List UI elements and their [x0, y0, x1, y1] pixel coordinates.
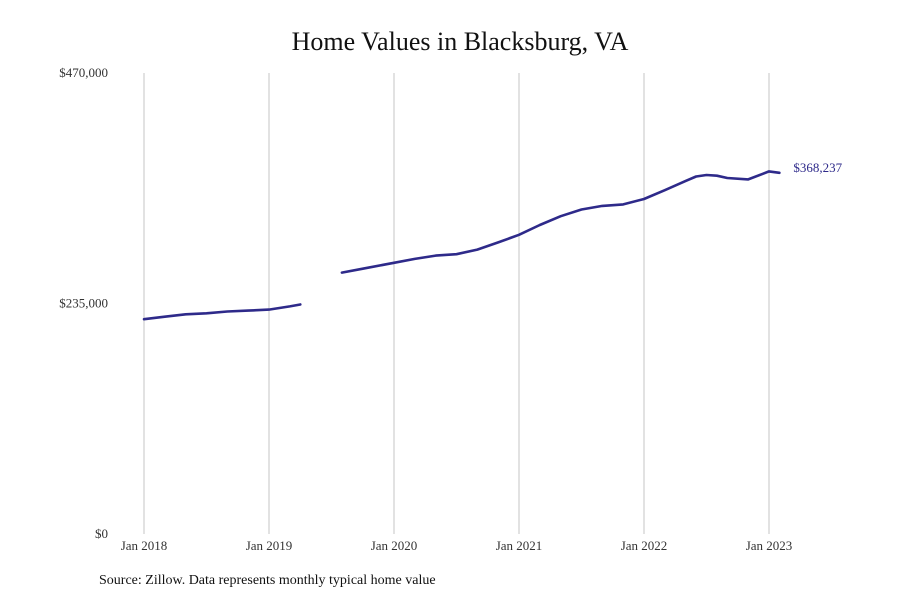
x-tick-label: Jan 2020	[371, 538, 418, 553]
y-tick-label: $470,000	[59, 65, 108, 80]
x-tick-label: Jan 2021	[496, 538, 543, 553]
last-value-label: $368,237	[793, 160, 842, 175]
series-lines	[142, 170, 781, 321]
source-note: Source: Zillow. Data represents monthly …	[99, 573, 436, 588]
y-tick-label: $0	[95, 526, 108, 541]
chart-title: Home Values in Blacksburg, VA	[291, 27, 629, 56]
x-tick-label: Jan 2019	[246, 538, 293, 553]
y-axis-tick-labels: $0 $235,000 $470,000	[59, 65, 108, 541]
gridlines	[143, 73, 770, 534]
x-tick-label: Jan 2018	[121, 538, 168, 553]
series-line-segment-1	[142, 303, 302, 321]
y-tick-label: $235,000	[59, 296, 108, 311]
x-tick-label: Jan 2022	[621, 538, 668, 553]
x-axis-tick-labels: Jan 2018 Jan 2019 Jan 2020 Jan 2021 Jan 2022…	[121, 538, 793, 553]
x-tick-label: Jan 2023	[746, 538, 793, 553]
series-line-segment-2	[340, 170, 781, 274]
